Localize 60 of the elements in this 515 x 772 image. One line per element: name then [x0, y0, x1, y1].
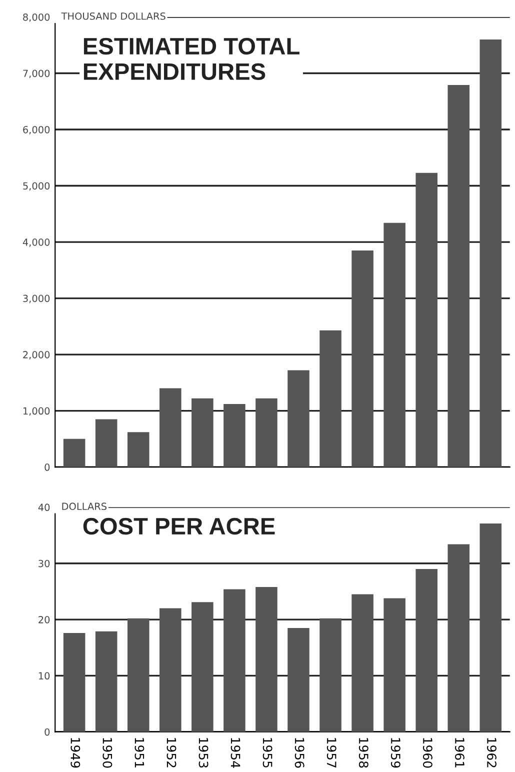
bar [384, 598, 406, 732]
x-tick-label: 1962 [487, 738, 496, 768]
x-tick-label: 1959 [390, 738, 400, 768]
y-axis-title: DOLLARS [62, 502, 107, 510]
bar [63, 438, 86, 468]
y-tick-label: 10 [38, 672, 50, 680]
x-tick-label: 1949 [70, 738, 80, 768]
y-tick-label: 7,000 [23, 70, 50, 78]
y-tick-label: 4,000 [22, 238, 50, 247]
y-tick-label: 0 [44, 464, 50, 471]
bar [224, 404, 246, 468]
x-tick-label: 1950 [102, 738, 112, 768]
y-tick-label: 0 [44, 728, 50, 736]
bar [288, 628, 310, 732]
y-tick-label: 6,000 [23, 126, 50, 134]
y-tick-label: 8,000 [23, 13, 50, 22]
bar [480, 523, 502, 732]
bar [95, 631, 118, 732]
bar [448, 85, 470, 468]
bar [256, 398, 278, 468]
y-tick-label: 30 [38, 560, 50, 568]
x-tick-label: 1957 [326, 738, 336, 768]
bar [95, 419, 118, 468]
bar [320, 618, 342, 732]
y-tick-label: 3,000 [23, 294, 50, 304]
y-tick-label: 2,000 [23, 351, 50, 360]
bar [384, 222, 406, 468]
bar [352, 594, 374, 732]
y-tick-label: 1,000 [23, 407, 50, 416]
bar [63, 633, 86, 732]
bar [127, 618, 150, 732]
bar [320, 330, 342, 468]
bar [416, 172, 438, 468]
x-tick-label: 1960 [422, 738, 432, 768]
x-tick-label: 1953 [198, 738, 208, 768]
bar [160, 608, 182, 732]
x-tick-label: 1958 [358, 738, 368, 768]
bar [160, 388, 182, 468]
x-tick-label: 1956 [294, 738, 304, 768]
x-tick-label: 1955 [262, 738, 272, 768]
x-tick-label: 1951 [134, 738, 144, 768]
text: ESTIMATED TOTAL EXPENDITURES [84, 38, 300, 80]
y-tick-label: 5,000 [23, 182, 50, 191]
bar [416, 568, 438, 732]
chart-title: COST PER ACRE [83, 518, 275, 535]
bar [288, 370, 310, 468]
bar [256, 586, 278, 732]
x-tick-label: 1952 [166, 738, 176, 768]
x-tick-label: 1954 [230, 738, 240, 768]
y-tick-label: 40 [38, 504, 50, 512]
bar [192, 398, 214, 468]
y-axis-title: THOUSAND DOLLARS [61, 12, 166, 20]
bar [480, 39, 502, 468]
bar [224, 589, 246, 732]
bar [352, 250, 374, 468]
bar [127, 432, 150, 468]
y-tick-label: 20 [38, 616, 50, 624]
x-tick-label: 1961 [454, 738, 464, 768]
bar [192, 602, 214, 732]
bar [448, 544, 470, 732]
